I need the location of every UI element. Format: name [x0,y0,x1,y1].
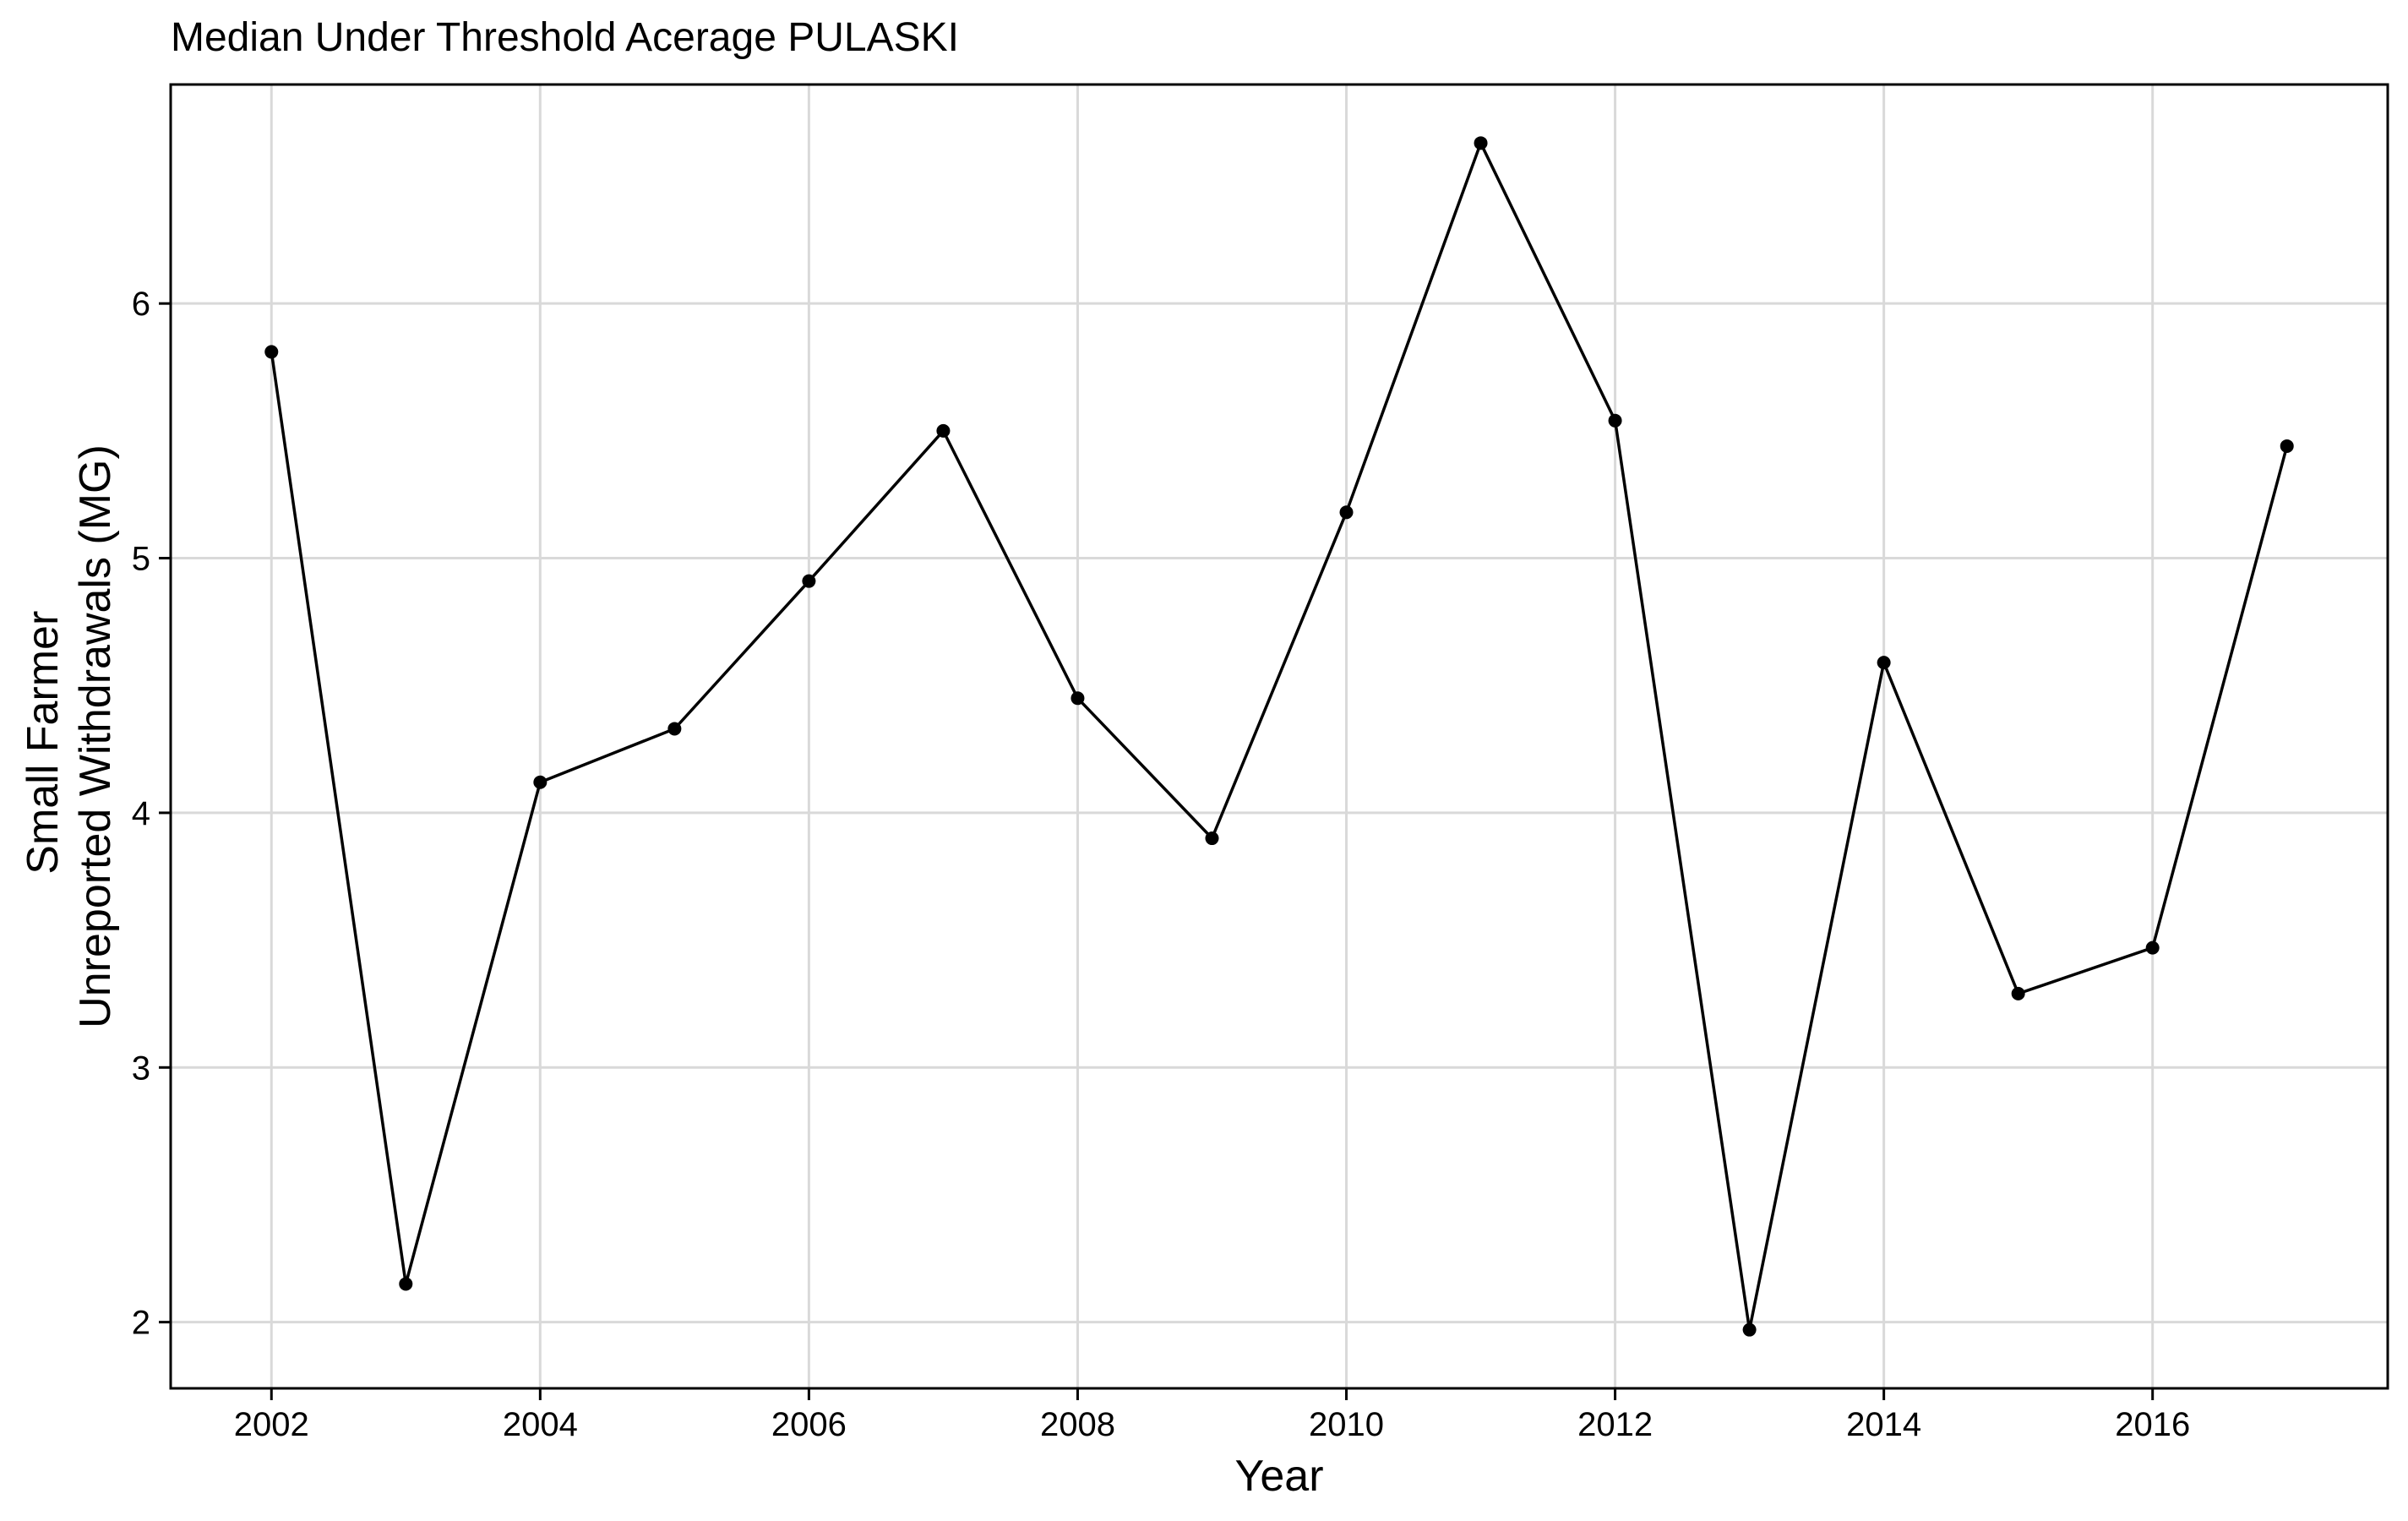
x-tick-label: 2004 [503,1406,578,1443]
y-tick-label: 5 [132,541,150,578]
plot-panel [169,83,2389,1390]
x-tick-label: 2012 [1577,1406,1653,1443]
data-point [667,722,682,736]
x-tick-label: 2014 [1846,1406,1921,1443]
y-tick-label: 2 [132,1305,150,1342]
data-point [1339,505,1354,520]
data-point [802,574,816,588]
data-point [1742,1322,1757,1337]
x-gridlines [270,84,2155,1388]
data-point [1071,691,1085,706]
y-tick-label: 4 [132,795,150,832]
y-axis-title-line-2: Unreported Withdrawals (MG) [71,444,120,1028]
data-points [264,136,2294,1337]
data-point [264,345,279,359]
y-gridlines [171,302,2388,1324]
series-line [270,141,2289,1332]
data-point [1608,413,1622,428]
x-tick-label: 2002 [234,1406,309,1443]
data-point [2011,986,2025,1000]
y-tick-label: 6 [132,286,150,323]
x-axis-title: Year [1234,1452,1323,1501]
y-axis: 2 3 4 5 6 [132,286,171,1342]
chart-title: Median Under Threshold Acerage PULASKI [171,15,959,60]
x-tick-label: 2010 [1309,1406,1384,1443]
x-tick-label: 2016 [2115,1406,2190,1443]
data-point [399,1277,413,1291]
data-point [2145,940,2160,955]
y-axis-title: Small Farmer Unreported Withdrawals (MG) [19,444,120,1028]
data-point [533,775,548,789]
x-tick-label: 2008 [1040,1406,1115,1443]
x-axis: 2002 2004 2006 2008 2010 2012 2014 2016 [234,1388,2190,1443]
data-point [2280,439,2294,453]
data-point [1877,656,1891,670]
y-tick-label: 3 [132,1049,150,1087]
data-point [1474,136,1488,150]
x-tick-label: 2006 [771,1406,847,1443]
data-point [936,423,951,438]
y-axis-title-line-1: Small Farmer [19,611,68,875]
data-point [1205,831,1219,846]
